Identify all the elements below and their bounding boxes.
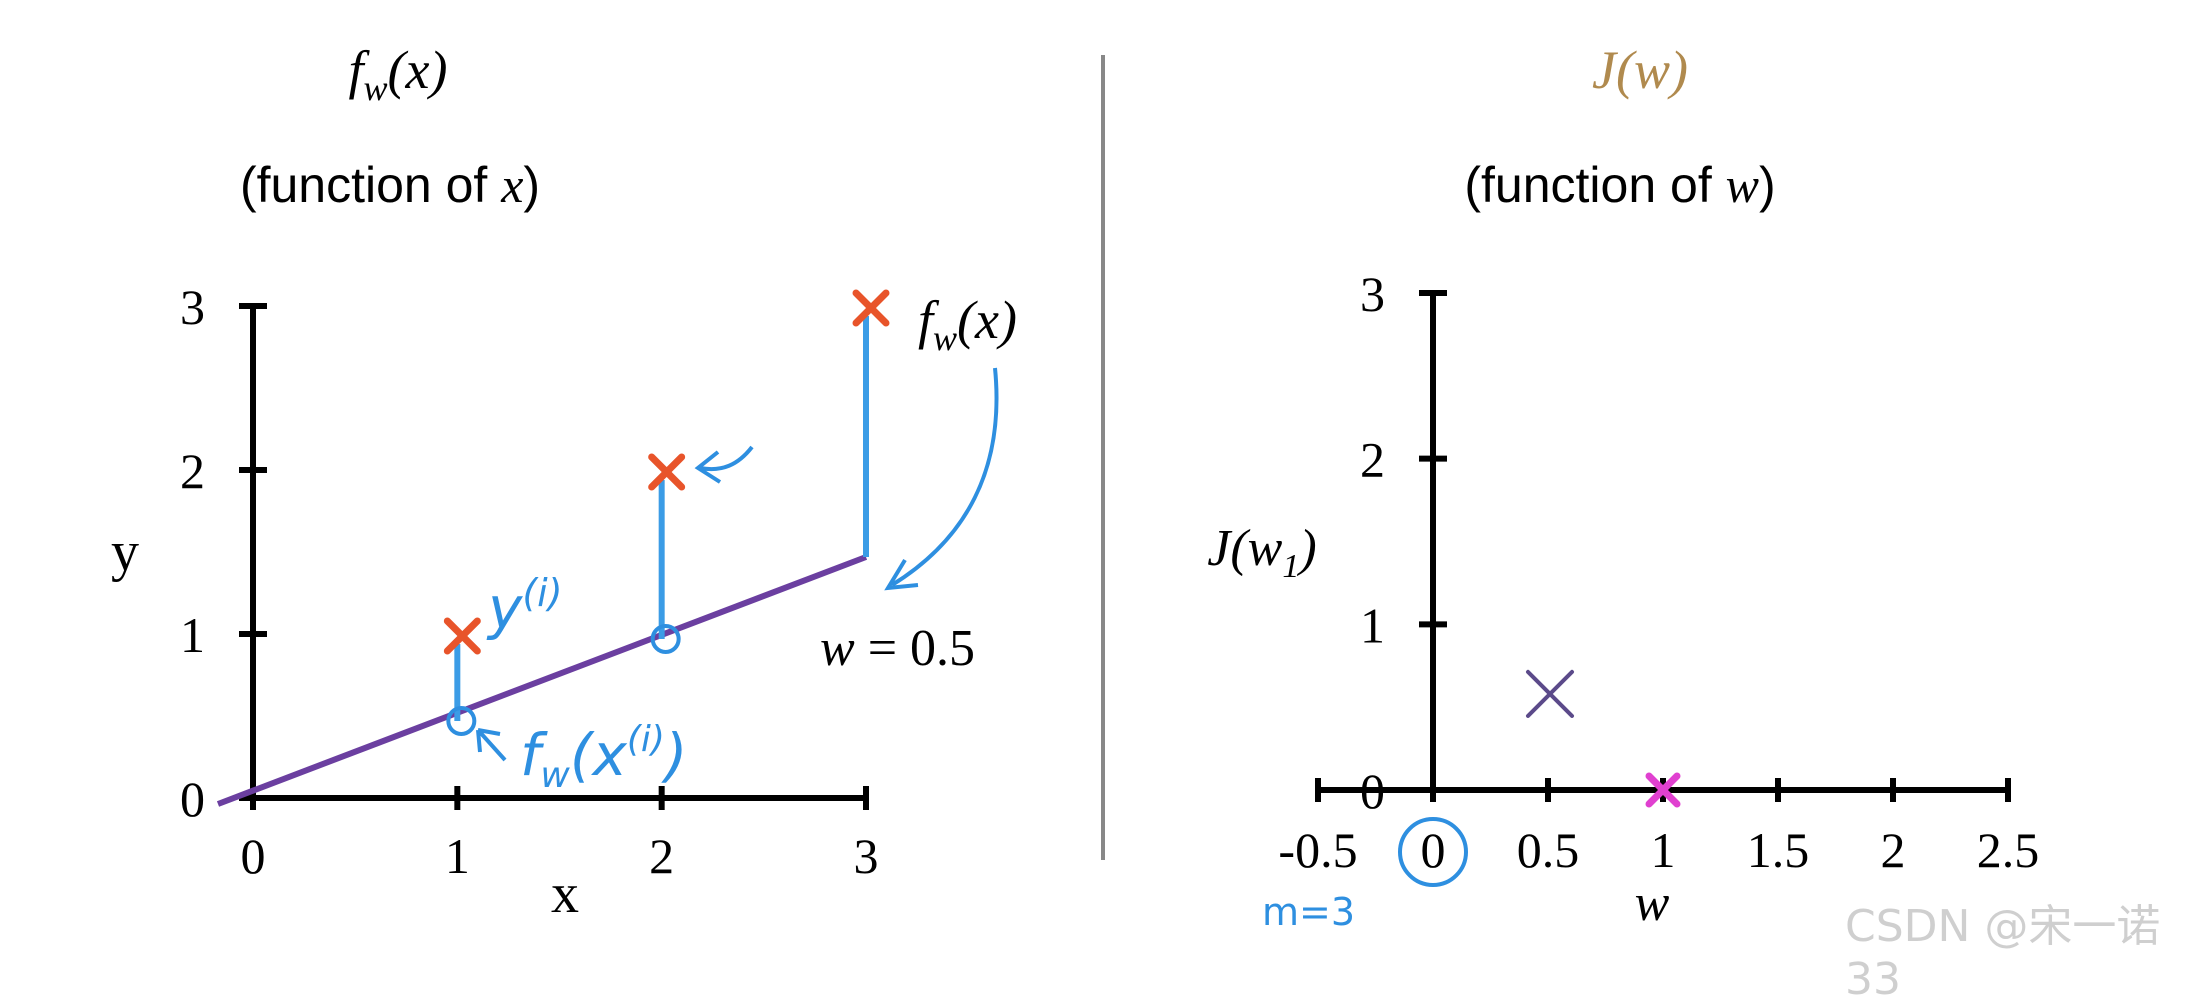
cost-point-stroke-b xyxy=(1526,669,1574,718)
cost-point xyxy=(1526,669,1574,718)
hand-y-label: y(i) xyxy=(486,571,563,642)
hand-arrow-to-line xyxy=(890,367,999,587)
right-xlabel: w xyxy=(1635,875,1670,932)
data-point-marker-stroke-b xyxy=(443,617,481,655)
cost-function-figure: fw(x) (function of x) J(w) (function of … xyxy=(111,40,2040,934)
right-subtitle: (function of w) xyxy=(1464,157,1775,213)
hand-fx-label: fw(x(i)) xyxy=(520,719,688,796)
right-ylabel: J(w1) xyxy=(1207,520,1316,585)
right-x-tick-label: 0.5 xyxy=(1517,822,1580,878)
watermark: CSDN @宋一诺33 xyxy=(1845,901,2161,1005)
left-subtitle: (function of x) xyxy=(240,157,540,213)
right-y-tick-label: 2 xyxy=(1360,432,1385,488)
hand-arrow-to-point-head xyxy=(694,450,722,484)
highlight-circle xyxy=(1398,817,1468,887)
right-title: J(w) xyxy=(1592,40,1688,100)
data-point-marker-stroke-b xyxy=(648,453,686,491)
left-x-tick-label: 2 xyxy=(649,828,674,884)
left-ylabel: y xyxy=(111,521,139,583)
right-x-tick-label: 2 xyxy=(1881,822,1906,878)
right-x-tick-label: 2.5 xyxy=(1977,822,2040,878)
w-value-label: w = 0.5 xyxy=(820,620,975,677)
left-title: fw(x) xyxy=(349,40,448,108)
left-x-tick-label: 1 xyxy=(445,828,470,884)
right-x-tick-label: 0 xyxy=(1421,822,1446,878)
right-y-tick-label: 0 xyxy=(1360,763,1385,819)
data-point-marker xyxy=(648,453,686,491)
right-y-tick-label: 3 xyxy=(1360,266,1385,322)
hand-arrow-to-point xyxy=(699,445,754,471)
left-y-tick-label: 1 xyxy=(180,607,205,663)
right-y-tick-label: 1 xyxy=(1360,597,1385,653)
left-x-tick-label: 3 xyxy=(854,828,879,884)
fw-annotation: fw(x) xyxy=(918,290,1017,358)
left-y-tick-label: 0 xyxy=(180,771,205,827)
left-plot: 0 1 2 3 0 1 2 3 xyxy=(180,279,890,884)
left-y-tick-label: 2 xyxy=(180,443,205,499)
right-x-tick-label: 1.5 xyxy=(1747,822,1810,878)
data-point-marker xyxy=(852,289,890,327)
left-y-tick-label: 3 xyxy=(180,279,205,335)
prediction-circle xyxy=(650,624,681,654)
data-point-marker-stroke-b xyxy=(852,289,890,327)
right-x-tick-label: -0.5 xyxy=(1278,822,1357,878)
hand-m-label: m=3 xyxy=(1262,890,1355,934)
cost-point-highlight xyxy=(1645,772,1681,808)
right-x-tick-label: 1 xyxy=(1651,822,1676,878)
cost-point-highlight-stroke-b xyxy=(1645,772,1681,808)
left-x-tick-label: 0 xyxy=(241,828,266,884)
hypothesis-line xyxy=(216,554,868,807)
data-point-marker xyxy=(443,617,481,655)
hand-arrow-to-line-head xyxy=(884,558,919,591)
prediction-circle xyxy=(446,706,477,736)
hand-arrow-to-prediction xyxy=(476,728,507,762)
left-xlabel: x xyxy=(551,863,579,925)
